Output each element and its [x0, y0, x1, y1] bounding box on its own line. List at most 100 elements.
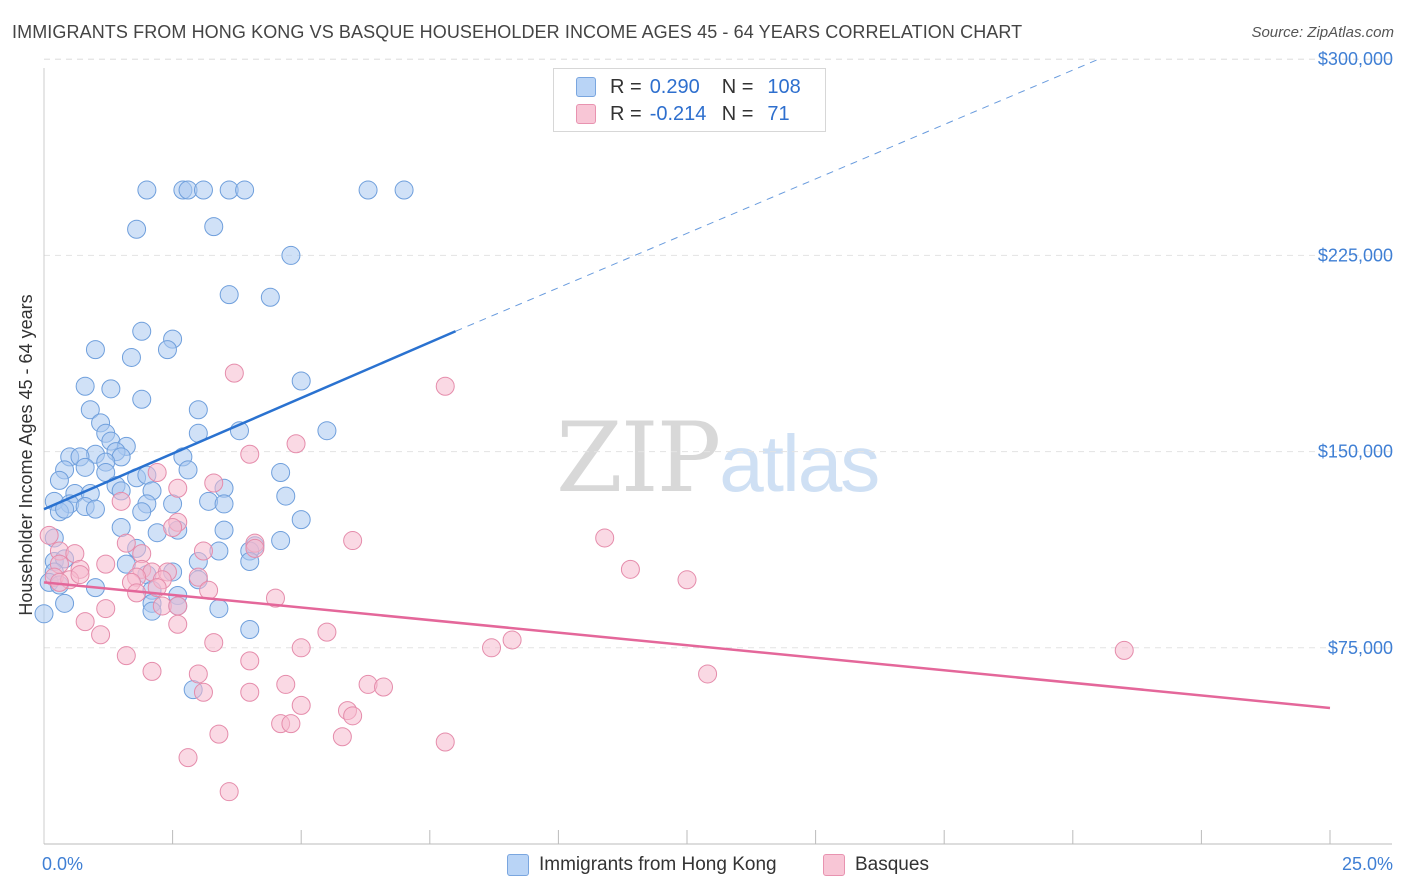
data-point-hong-kong — [394, 180, 414, 200]
series-basques-points — [39, 363, 1134, 802]
r-label: R = — [610, 102, 642, 125]
data-point-hong-kong — [49, 470, 69, 490]
data-point-hong-kong — [157, 340, 177, 360]
data-point-basques — [39, 525, 59, 545]
data-point-basques — [168, 614, 188, 634]
data-point-basques — [219, 782, 239, 802]
stats-row-hong-kong: R = 0.290 N = 108 — [576, 75, 801, 99]
data-point-basques — [343, 706, 363, 726]
data-point-basques — [286, 434, 306, 454]
legend-label-basques: Basques — [855, 854, 929, 875]
data-point-hong-kong — [132, 321, 152, 341]
data-point-hong-kong — [214, 520, 234, 540]
data-point-basques — [188, 567, 208, 587]
data-point-hong-kong — [127, 219, 147, 239]
r-label: R = — [610, 75, 642, 98]
data-point-hong-kong — [204, 217, 224, 237]
data-point-hong-kong — [209, 599, 229, 619]
data-point-basques — [91, 625, 111, 645]
y-tick-label: $150,000 — [1318, 442, 1393, 462]
source-note: Source: ZipAtlas.com — [1251, 24, 1394, 41]
data-point-hong-kong — [75, 457, 95, 477]
data-point-hong-kong — [85, 340, 105, 360]
data-point-basques — [70, 565, 90, 585]
data-point-basques — [332, 727, 352, 747]
data-point-basques — [178, 748, 198, 768]
data-point-hong-kong — [85, 499, 105, 519]
data-point-basques — [698, 664, 718, 684]
data-point-hong-kong — [219, 285, 239, 305]
data-point-basques — [209, 724, 229, 744]
data-point-hong-kong — [132, 389, 152, 409]
data-point-basques — [677, 570, 697, 590]
data-point-hong-kong — [75, 376, 95, 396]
data-point-hong-kong — [137, 180, 157, 200]
trend-line-basques — [43, 581, 1331, 710]
data-point-basques — [75, 612, 95, 632]
data-point-basques — [595, 528, 615, 548]
blue-swatch-icon — [576, 77, 596, 97]
data-point-hong-kong — [291, 510, 311, 530]
data-point-basques — [168, 596, 188, 616]
data-point-basques — [281, 714, 301, 734]
data-point-hong-kong — [121, 347, 141, 367]
data-point-basques — [343, 531, 363, 551]
legend-item-hong-kong[interactable]: Immigrants from Hong Kong — [507, 852, 777, 878]
data-point-hong-kong — [101, 379, 121, 399]
data-point-basques — [435, 732, 455, 752]
y-tick-label: $75,000 — [1328, 638, 1393, 658]
data-point-hong-kong — [80, 400, 100, 420]
regression-lines — [43, 58, 1331, 710]
x-tick-label: 25.0% — [1342, 854, 1393, 874]
stats-row-basques: R = -0.214 N = 71 — [576, 102, 790, 126]
data-point-hong-kong — [235, 180, 255, 200]
data-point-hong-kong — [178, 460, 198, 480]
axes — [43, 68, 1392, 845]
data-point-basques — [435, 376, 455, 396]
data-point-basques — [193, 682, 213, 702]
data-point-basques — [265, 588, 285, 608]
data-point-basques — [116, 533, 136, 553]
data-point-basques — [188, 664, 208, 684]
data-point-basques — [199, 580, 219, 600]
data-point-basques — [1114, 640, 1134, 660]
data-point-basques — [224, 363, 244, 383]
data-point-basques — [317, 622, 337, 642]
data-point-basques — [291, 638, 311, 658]
data-point-basques — [116, 646, 136, 666]
data-point-basques — [276, 674, 296, 694]
data-point-basques — [374, 677, 394, 697]
data-point-basques — [204, 473, 224, 493]
data-point-hong-kong — [240, 619, 260, 639]
data-point-hong-kong — [317, 421, 337, 441]
r-value-hong-kong: 0.290 — [649, 75, 700, 98]
data-point-basques — [245, 538, 265, 558]
data-point-basques — [193, 541, 213, 561]
n-label: N = — [721, 75, 754, 98]
data-point-hong-kong — [291, 371, 311, 391]
chart-title: IMMIGRANTS FROM HONG KONG VS BASQUE HOUS… — [12, 22, 1023, 42]
r-value-basques: -0.214 — [649, 102, 707, 125]
data-point-basques — [111, 491, 131, 511]
n-value-basques: 71 — [767, 102, 790, 125]
n-value-hong-kong: 108 — [767, 75, 801, 98]
data-point-hong-kong — [281, 245, 301, 265]
data-point-hong-kong — [276, 486, 296, 506]
axis-labels: $75,000 $150,000 $225,000 $300,000 0.0% 25.0%… — [16, 49, 1393, 874]
data-point-hong-kong — [358, 180, 378, 200]
data-point-hong-kong — [132, 502, 152, 522]
trend-line-hong-kong — [43, 330, 457, 511]
y-tick-label: $300,000 — [1318, 49, 1393, 69]
data-point-basques — [482, 638, 502, 658]
pink-swatch-icon — [823, 854, 845, 876]
n-label: N = — [721, 102, 754, 125]
data-point-hong-kong — [34, 604, 54, 624]
data-point-hong-kong — [271, 463, 291, 483]
data-point-basques — [240, 651, 260, 671]
legend-item-basques[interactable]: Basques — [823, 852, 929, 878]
data-point-basques — [204, 633, 224, 653]
data-point-hong-kong — [55, 593, 75, 613]
data-point-hong-kong — [193, 180, 213, 200]
data-point-hong-kong — [214, 494, 234, 514]
